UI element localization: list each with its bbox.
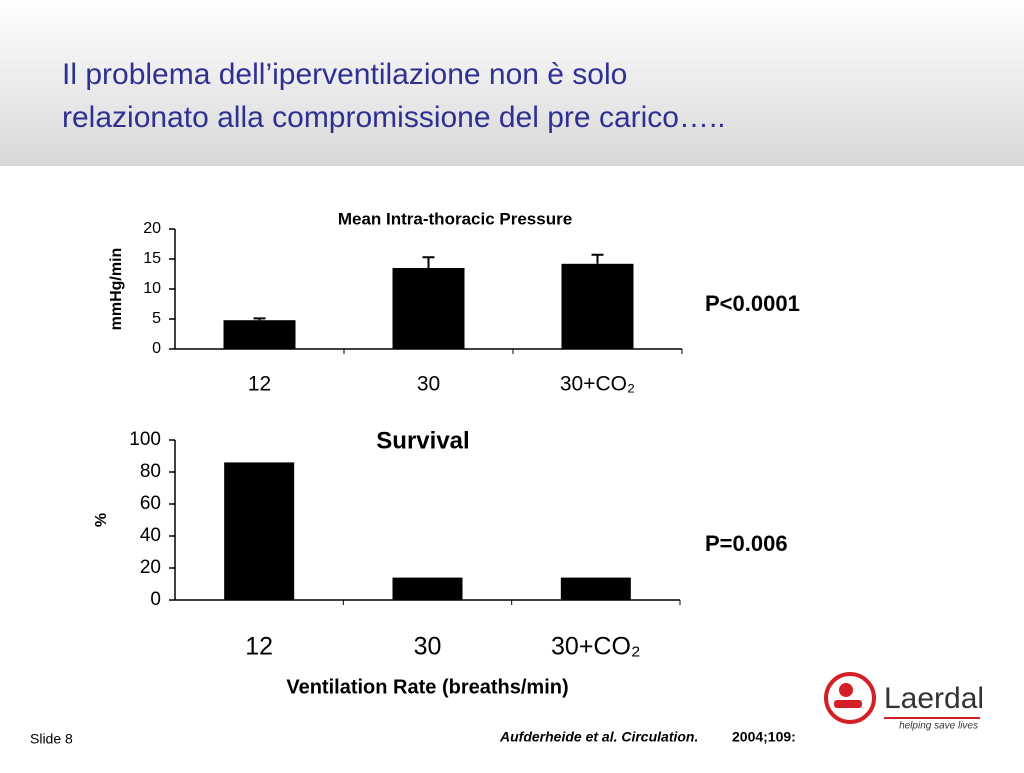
bar — [560, 577, 631, 600]
y-tick-label: 0 — [152, 340, 161, 357]
header-band — [0, 0, 1024, 166]
x-tick-label: 12 — [245, 633, 273, 661]
bar — [223, 320, 296, 349]
x-tick-label: 30 — [417, 373, 440, 396]
slide-title: Il problema dell’iperventilazione non è … — [62, 58, 627, 91]
logo: Laerdal helping save lives — [824, 672, 984, 732]
error-bar — [422, 256, 435, 268]
error-bar — [253, 317, 266, 321]
p-value: P=0.006 — [705, 531, 788, 556]
citation-authors: Aufderheide et al. Circulation. — [499, 729, 698, 745]
x-tick-label: 30 — [414, 633, 442, 661]
logo-icon — [839, 683, 853, 697]
bar — [392, 268, 465, 349]
y-tick-label: 80 — [140, 461, 161, 482]
x-tick-label: 30+CO₂ — [560, 373, 635, 396]
y-tick-label: 100 — [129, 429, 161, 450]
chart-title: Mean Intra-thoracic Pressure — [338, 209, 572, 228]
bar — [392, 577, 463, 600]
bar — [561, 263, 634, 349]
y-axis-label: mmHg/min — [108, 248, 125, 331]
slide-number: Slide 8 — [30, 731, 73, 747]
y-tick-label: 5 — [152, 310, 161, 327]
citation-details: 2004;109: — [732, 729, 796, 745]
y-axis-label: % — [93, 513, 110, 527]
x-axis-label: Ventilation Rate (breaths/min) — [286, 676, 568, 698]
y-tick-label: 60 — [140, 493, 161, 514]
y-tick-label: 0 — [150, 589, 161, 610]
logo-icon — [824, 672, 876, 724]
x-tick-label: 30+CO₂ — [551, 633, 641, 661]
x-tick-label: 12 — [248, 373, 271, 396]
y-tick-label: 20 — [143, 220, 161, 237]
logo-name: Laerdal — [884, 682, 984, 715]
slide-title: relazionato alla compromissione del pre … — [62, 101, 726, 134]
logo-tagline: helping save lives — [899, 721, 978, 732]
error-bar — [591, 253, 604, 264]
logo-icon — [834, 700, 862, 708]
y-tick-label: 15 — [143, 250, 161, 267]
y-tick-label: 20 — [140, 557, 161, 578]
y-tick-label: 10 — [143, 280, 161, 297]
bar — [224, 462, 295, 600]
chart-title: Survival — [376, 427, 469, 454]
p-value: P<0.0001 — [705, 291, 800, 316]
y-tick-label: 40 — [140, 525, 161, 546]
